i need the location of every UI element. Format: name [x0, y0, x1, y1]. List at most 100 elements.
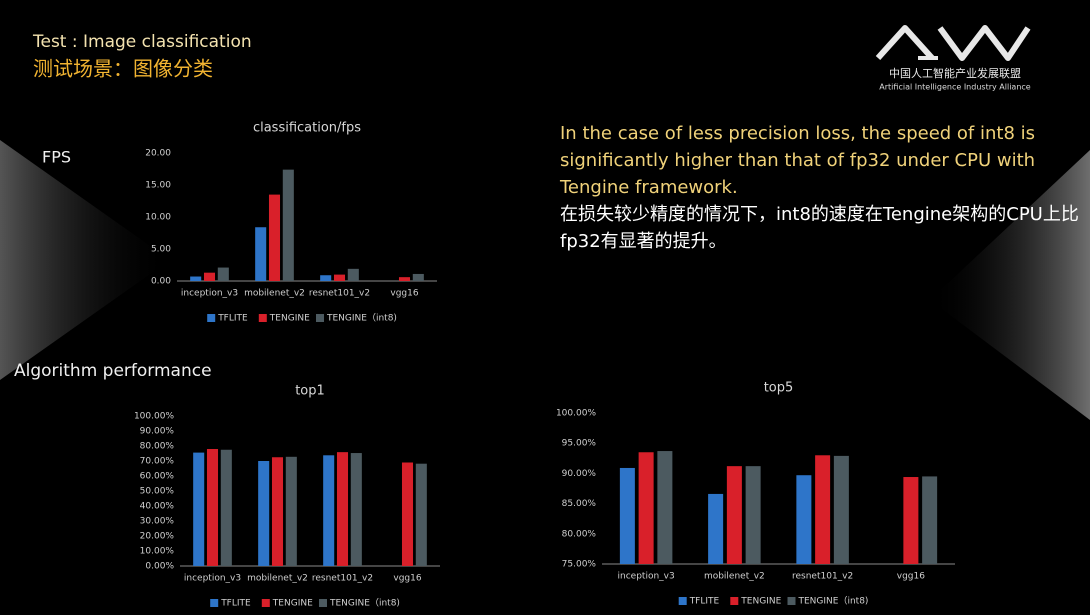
section-label: FPS [42, 148, 71, 167]
y-tick-label: 85.00% [562, 499, 597, 509]
bar [220, 449, 232, 566]
bar [285, 456, 297, 566]
description-cn: 在损失较少精度的情况下，int8的速度在Tengine架构的CPU上比fp32有… [560, 204, 1079, 252]
bar [903, 477, 919, 564]
x-tick-label: inception_v3 [184, 574, 241, 584]
y-tick-label: 10.00 [145, 213, 171, 223]
legend-label: TENGINE [740, 597, 781, 607]
bar [745, 466, 761, 564]
chart-title: top1 [295, 384, 325, 399]
legend-swatch [316, 314, 324, 322]
legend-swatch [319, 599, 327, 607]
logo-en: Artificial Intelligence Industry Allianc… [879, 83, 1031, 92]
bar [206, 449, 219, 566]
y-tick-label: 100.00% [134, 412, 174, 422]
legend-swatch [207, 314, 216, 322]
y-tick-label: 10.00% [140, 547, 175, 557]
y-tick-label: 80.00% [140, 442, 175, 452]
x-tick-label: mobilenet_v2 [704, 572, 765, 582]
legend-swatch [787, 597, 796, 605]
bar [415, 463, 427, 566]
legend-swatch [210, 599, 219, 607]
slide-title: Test : Image classification [32, 32, 252, 52]
bar [255, 227, 267, 281]
bar [347, 268, 359, 281]
y-tick-label: 60.00% [140, 472, 175, 482]
y-tick-label: 50.00% [140, 487, 175, 497]
x-tick-label: vgg16 [897, 572, 925, 582]
legend-label: TENGINE [272, 599, 313, 609]
x-tick-label: inception_v3 [618, 572, 675, 582]
y-tick-label: 20.00% [140, 532, 175, 542]
legend-label: TENGINE [269, 314, 310, 324]
x-tick-label: mobilenet_v2 [244, 289, 305, 299]
bar [398, 277, 411, 281]
x-tick-label: resnet101_v2 [792, 572, 853, 582]
logo-mark [875, 25, 1031, 61]
x-tick-label: inception_v3 [181, 289, 238, 299]
bar [922, 476, 938, 564]
legend-label: TFLITE [220, 599, 251, 609]
bar [271, 457, 284, 566]
y-tick-label: 90.00% [140, 427, 175, 437]
y-tick-label: 100.00% [556, 409, 596, 419]
slide-subtitle: 测试场景：图像分类 [33, 57, 213, 81]
legend-swatch [678, 597, 687, 605]
bar [796, 475, 812, 564]
glow-left [0, 140, 170, 380]
bar [726, 466, 742, 564]
bar [336, 452, 349, 566]
bar [350, 453, 362, 566]
description-en: In the case of less precision loss, the … [560, 123, 1036, 198]
y-tick-label: 80.00% [562, 529, 597, 539]
bar [217, 267, 229, 281]
legend-label: TENGINE（int8) [326, 313, 397, 324]
y-tick-label: 75.00% [562, 560, 597, 570]
bar [815, 455, 831, 564]
bar [657, 451, 673, 564]
bar [320, 275, 332, 281]
x-tick-label: resnet101_v2 [309, 289, 370, 299]
y-tick-label: 0.00% [145, 562, 174, 572]
y-tick-label: 40.00% [140, 502, 175, 512]
section-label: Algorithm performance [14, 361, 212, 381]
legend-label: TFLITE [217, 314, 248, 324]
bar [638, 452, 654, 564]
bar [412, 273, 424, 281]
y-tick-label: 20.00 [145, 149, 171, 159]
x-tick-label: vgg16 [390, 289, 418, 299]
x-tick-label: vgg16 [393, 574, 421, 584]
y-tick-label: 0.00 [151, 277, 171, 287]
bar [190, 276, 202, 281]
chart-title: classification/fps [253, 121, 361, 136]
bar [268, 194, 281, 281]
bar [619, 467, 635, 564]
legend-label: TENGINE（int8) [798, 596, 869, 607]
bar [401, 462, 414, 566]
y-tick-label: 30.00% [140, 517, 175, 527]
legend-swatch [261, 599, 270, 607]
chart-title: top5 [764, 381, 794, 396]
bar [833, 455, 849, 564]
x-tick-label: resnet101_v2 [312, 574, 373, 584]
y-tick-label: 90.00% [562, 469, 597, 479]
bar [708, 493, 724, 564]
bar [193, 452, 205, 566]
legend-swatch [730, 597, 739, 605]
bar [323, 455, 335, 566]
y-tick-label: 5.00 [151, 245, 171, 255]
x-tick-label: mobilenet_v2 [247, 574, 308, 584]
y-tick-label: 15.00 [145, 181, 171, 191]
y-tick-label: 70.00% [140, 457, 175, 467]
bar [282, 169, 294, 281]
glow-right [930, 150, 1090, 420]
legend-swatch [258, 314, 267, 322]
legend-label: TFLITE [689, 597, 720, 607]
bar [258, 461, 270, 566]
legend-label: TENGINE（int8) [329, 598, 400, 609]
logo-cn: 中国人工智能产业发展联盟 [889, 66, 1021, 80]
y-tick-label: 95.00% [562, 439, 597, 449]
bar [333, 274, 346, 281]
